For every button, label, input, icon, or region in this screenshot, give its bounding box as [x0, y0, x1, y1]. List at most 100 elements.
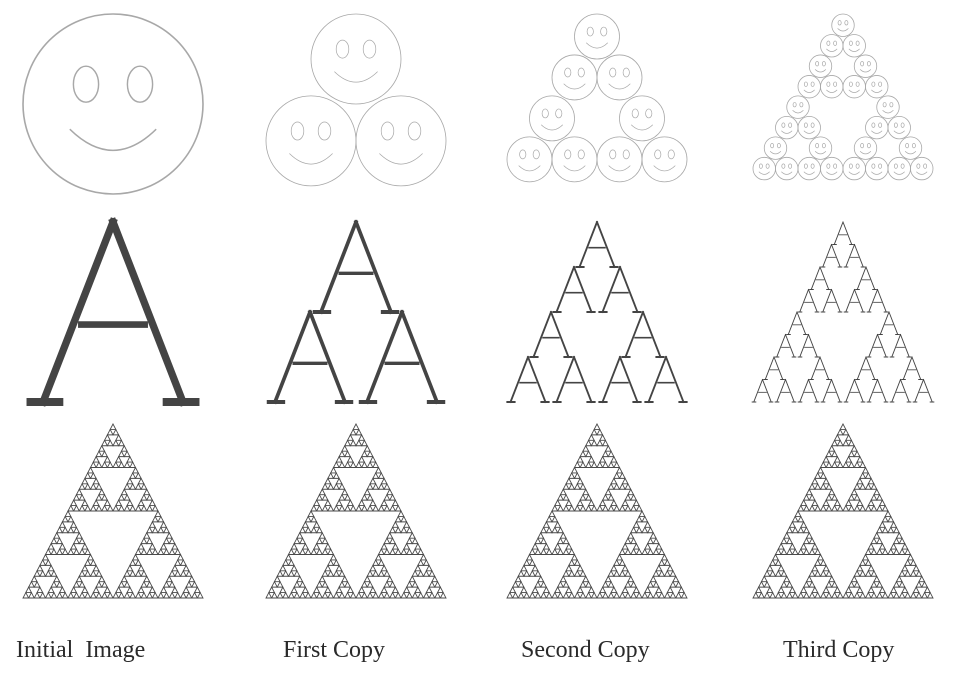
- small-triangle: [876, 537, 884, 545]
- small-triangle: [663, 591, 671, 599]
- small-triangle: [836, 504, 844, 512]
- letter-a: [866, 378, 889, 403]
- small-triangle: [892, 591, 900, 599]
- small-triangle: [137, 564, 145, 572]
- small-triangle: [568, 591, 576, 599]
- small-triangle: [89, 461, 97, 468]
- left-stroke: [822, 378, 833, 403]
- small-triangle: [58, 520, 66, 528]
- small-triangle: [599, 586, 607, 594]
- small-triangle: [545, 515, 553, 523]
- left-eye: [882, 102, 887, 108]
- letter-a: [312, 219, 400, 315]
- small-triangle: [436, 586, 444, 594]
- small-triangle: [372, 471, 380, 479]
- small-triangle: [140, 548, 148, 555]
- small-triangle: [780, 569, 788, 577]
- small-triangle: [273, 575, 281, 583]
- small-triangle: [106, 461, 114, 468]
- small-triangle: [912, 564, 920, 572]
- small-triangle: [140, 580, 148, 588]
- small-triangle: [556, 504, 564, 512]
- small-triangle: [123, 482, 131, 490]
- small-triangle: [301, 542, 309, 550]
- small-triangle: [341, 444, 349, 452]
- small-triangle: [162, 580, 170, 588]
- small-triangle: [61, 526, 69, 534]
- small-triangle: [160, 542, 168, 550]
- left-stroke: [38, 217, 118, 407]
- letter-a: [621, 310, 665, 359]
- small-triangle: [890, 520, 898, 528]
- small-triangle: [618, 504, 626, 512]
- small-triangle: [554, 499, 562, 507]
- small-triangle: [148, 499, 156, 507]
- smiley-face: [551, 54, 598, 101]
- small-triangle: [56, 537, 64, 545]
- small-triangle: [332, 591, 340, 599]
- small-triangle: [923, 586, 931, 594]
- small-triangle: [315, 504, 323, 512]
- small-triangle: [568, 558, 576, 566]
- letter-a: [820, 378, 843, 403]
- small-triangle: [431, 575, 439, 583]
- small-triangle: [680, 591, 688, 599]
- small-triangle: [84, 548, 92, 555]
- smiley-face: [775, 156, 799, 181]
- small-triangle: [86, 553, 95, 561]
- small-triangle: [556, 548, 564, 555]
- small-triangle: [788, 542, 796, 550]
- small-triangle: [349, 428, 357, 436]
- small-triangle: [895, 531, 903, 539]
- left-stroke: [856, 356, 867, 381]
- small-triangle: [299, 548, 307, 555]
- smiley-face: [808, 54, 833, 78]
- small-triangle: [411, 591, 419, 599]
- small-triangle: [355, 504, 363, 512]
- small-triangle: [624, 493, 632, 501]
- small-triangle: [324, 564, 332, 572]
- small-triangle: [926, 591, 934, 599]
- small-triangle: [346, 586, 354, 594]
- small-triangle: [67, 591, 75, 599]
- small-triangle: [859, 471, 867, 479]
- small-triangle: [126, 455, 134, 463]
- small-triangle: [50, 569, 58, 577]
- small-triangle: [89, 504, 97, 512]
- small-triangle: [610, 477, 618, 485]
- small-triangle: [551, 526, 559, 534]
- small-triangle: [511, 580, 519, 588]
- small-triangle: [870, 548, 878, 555]
- small-triangle: [95, 580, 103, 588]
- small-triangle: [313, 586, 321, 594]
- small-triangle: [72, 537, 80, 545]
- small-triangle: [624, 548, 632, 555]
- face-outline: [797, 115, 821, 140]
- letter-a: [797, 288, 820, 313]
- small-triangle: [344, 580, 352, 588]
- right-eye: [878, 122, 883, 128]
- mouth: [803, 89, 815, 93]
- small-triangle: [901, 586, 909, 594]
- caption-third-copy: Third Copy: [783, 637, 895, 663]
- small-triangle: [72, 526, 80, 534]
- small-triangle: [565, 477, 573, 485]
- small-triangle: [825, 493, 833, 501]
- small-triangle: [542, 586, 550, 594]
- left-eye: [758, 163, 763, 169]
- small-triangle: [825, 591, 833, 599]
- small-triangle: [129, 569, 137, 577]
- small-triangle: [786, 526, 794, 534]
- small-triangle: [856, 477, 864, 485]
- smiley-face: [355, 95, 447, 187]
- smiley-face: [842, 34, 866, 58]
- left-stroke: [753, 378, 764, 403]
- small-triangle: [98, 488, 106, 496]
- small-triangle: [293, 537, 301, 545]
- mouth: [871, 89, 883, 93]
- small-triangle: [856, 455, 864, 463]
- small-triangle: [514, 575, 522, 583]
- letter-a-row: [26, 217, 935, 407]
- mouth: [916, 171, 928, 175]
- small-triangle: [92, 564, 100, 572]
